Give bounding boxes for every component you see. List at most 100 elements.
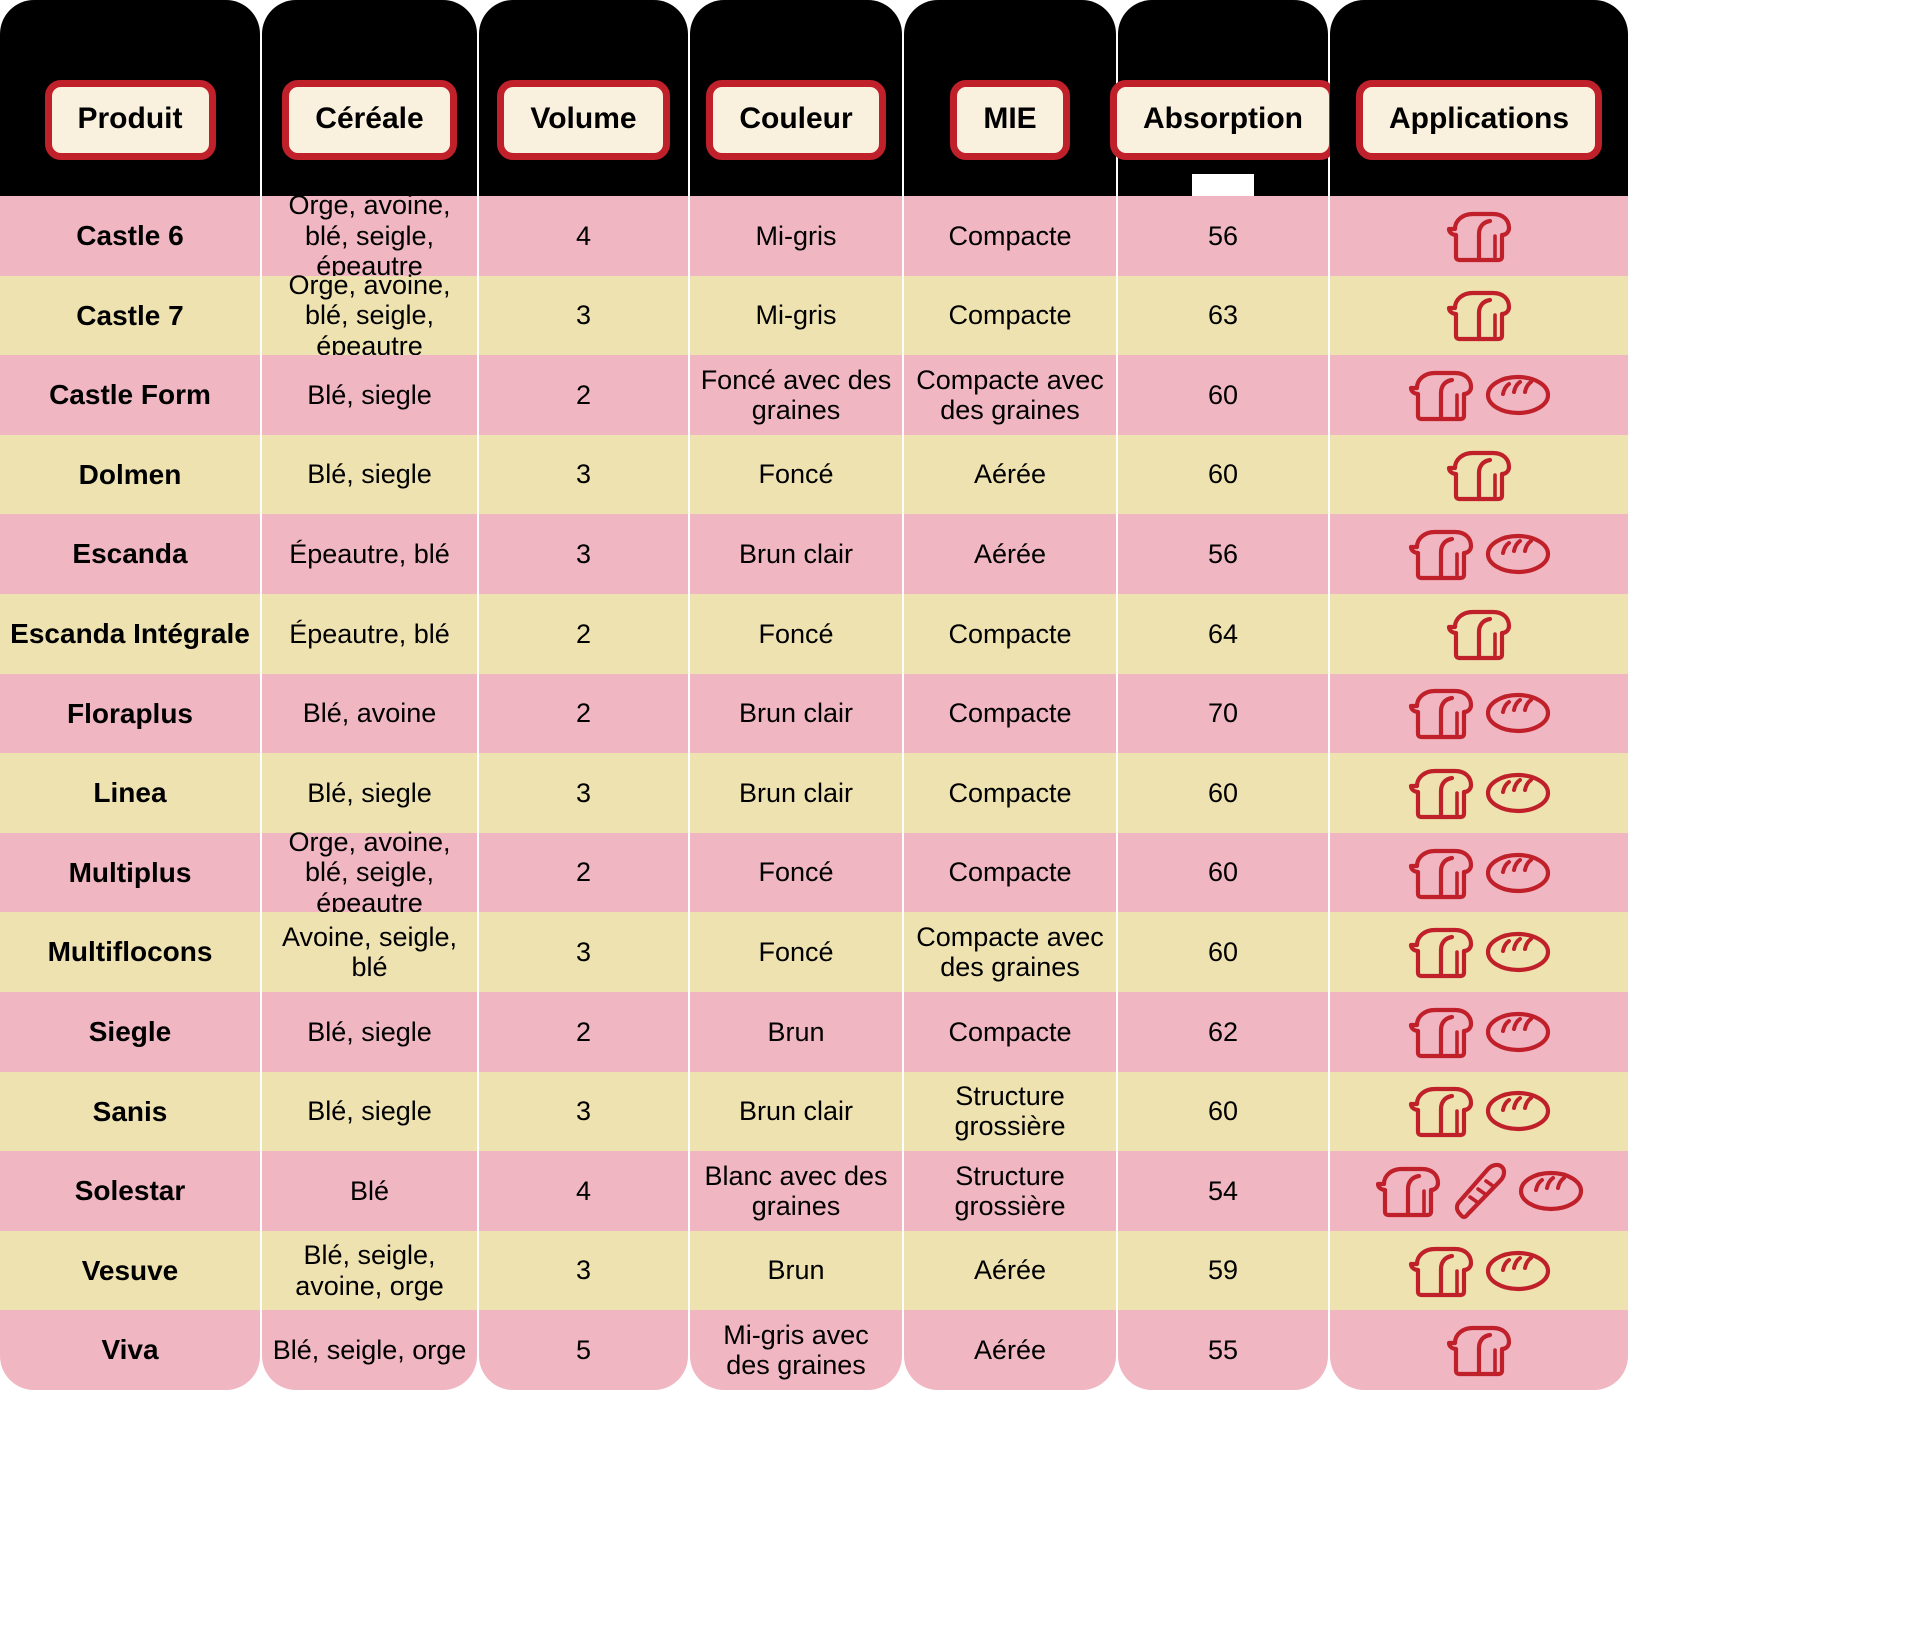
cell-applications — [1330, 1151, 1628, 1231]
cell-text-couleur: Foncé — [758, 857, 834, 888]
cell-mie: Compacte avec des graines — [904, 912, 1116, 992]
cell-text-mie: Compacte avec des graines — [916, 921, 1104, 983]
sliced-bread-loaf-icon — [1375, 1166, 1441, 1218]
cell-couleur: Brun clair — [690, 1071, 902, 1152]
cell-text-absorption: 62 — [1207, 1016, 1239, 1047]
cell-mie: Aérée — [904, 1310, 1116, 1390]
cell-cereale: Orge, avoine, blé, seigle, épeautre — [262, 270, 477, 361]
applications-icons — [1407, 1005, 1551, 1059]
cell-cereale: Orge, avoine, blé, seigle, épeautre — [262, 827, 477, 918]
cell-text-produit: Solestar — [74, 1175, 186, 1207]
cell-mie: Compacte — [904, 832, 1116, 913]
header-cell-mie[interactable]: MIE — [904, 0, 1116, 196]
cell-cereale: Blé, avoine — [262, 673, 477, 754]
applications-icons — [1407, 1084, 1551, 1138]
cell-applications — [1330, 355, 1628, 435]
header-cell-couleur[interactable]: Couleur — [690, 0, 902, 196]
cell-text-produit: Multiplus — [68, 856, 192, 888]
bottom-spacer — [0, 1634, 1920, 1638]
cell-text-absorption: 54 — [1207, 1175, 1239, 1206]
applications-icons — [1445, 1323, 1513, 1377]
sliced-bread-loaf-icon — [1446, 450, 1512, 501]
cell-text-couleur: Blanc avec des graines — [704, 1160, 888, 1221]
round-bread-loaf-icon — [1485, 1250, 1551, 1291]
cell-text-couleur: Mi-gris avec des graines — [723, 1319, 869, 1381]
cell-volume: 2 — [479, 355, 688, 435]
header-cell-applications[interactable]: Applications — [1330, 0, 1628, 196]
cell-couleur: Foncé — [690, 593, 902, 674]
cell-text-absorption: 60 — [1207, 1096, 1239, 1127]
cell-absorption: 62 — [1118, 991, 1328, 1072]
cell-text-couleur: Brun clair — [738, 777, 854, 808]
cell-text-cereale: Blé, seigle, orge — [272, 1334, 467, 1365]
cell-volume: 2 — [479, 832, 688, 913]
cell-text-produit: Vesuve — [81, 1254, 179, 1286]
cell-mie: Compacte — [904, 991, 1116, 1072]
cell-couleur: Foncé — [690, 912, 902, 992]
applications-icons — [1407, 846, 1551, 900]
cell-text-mie: Aérée — [973, 1255, 1047, 1286]
cell-volume: 2 — [479, 673, 688, 754]
cell-text-cereale: Orge, avoine, blé, seigle, épeautre — [288, 196, 451, 281]
cell-mie: Aérée — [904, 434, 1116, 515]
cell-produit: Floraplus — [0, 673, 260, 754]
applications-icons — [1407, 1244, 1551, 1298]
cell-volume: 3 — [479, 1230, 688, 1311]
header-cell-cereale[interactable]: Céréale — [262, 0, 477, 196]
cell-absorption: 70 — [1118, 673, 1328, 754]
cell-produit: Sanis — [0, 1071, 260, 1152]
cell-volume: 4 — [479, 1151, 688, 1231]
round-bread-loaf-icon — [1485, 374, 1551, 416]
cell-absorption: 60 — [1118, 753, 1328, 833]
header-cell-volume[interactable]: Volume — [479, 0, 688, 196]
cell-cereale: Blé, siegle — [262, 991, 477, 1072]
header-label-volume: Volume — [497, 80, 670, 160]
cell-text-produit: Castle 6 — [76, 220, 184, 252]
cell-text-cereale: Orge, avoine, blé, seigle, épeautre — [288, 270, 451, 361]
cell-couleur: Brun clair — [690, 753, 902, 833]
cell-applications — [1330, 434, 1628, 515]
cell-couleur: Blanc avec des graines — [690, 1151, 902, 1231]
cell-text-volume: 3 — [575, 1255, 592, 1286]
cell-text-produit: Escanda — [72, 538, 188, 570]
cell-text-produit: Siegle — [88, 1016, 172, 1048]
cell-volume: 3 — [479, 275, 688, 356]
header-cell-absorption[interactable]: Absorption — [1110, 0, 1336, 196]
cell-text-mie: Compacte — [948, 300, 1072, 331]
cell-produit: Escanda Intégrale — [0, 593, 260, 674]
cell-cereale: Blé, seigle, orge — [262, 1310, 477, 1390]
sliced-bread-loaf-icon — [1408, 848, 1474, 899]
cell-text-absorption: 64 — [1207, 618, 1239, 649]
applications-icons — [1407, 925, 1551, 979]
cell-text-couleur: Brun — [767, 1016, 825, 1047]
cell-text-mie: Aérée — [973, 539, 1047, 570]
cell-mie: Compacte avec des graines — [904, 355, 1116, 435]
cell-text-absorption: 55 — [1207, 1334, 1239, 1365]
round-bread-loaf-icon — [1485, 852, 1551, 893]
cell-text-volume: 3 — [575, 459, 592, 490]
header-cell-produit[interactable]: Produit — [0, 0, 260, 196]
cell-produit: Multiplus — [0, 832, 260, 913]
cell-produit: Siegle — [0, 991, 260, 1072]
cell-produit: Multiflocons — [0, 912, 260, 992]
cell-couleur: Foncé — [690, 434, 902, 515]
cell-couleur: Brun — [690, 1230, 902, 1311]
applications-icons — [1445, 607, 1513, 661]
cell-applications — [1330, 753, 1628, 833]
column-volume: 4 3 2 3 3 2 2 3 2 3 2 3 4 3 5 — [479, 196, 688, 1390]
cell-text-cereale: Blé, siegle — [307, 777, 432, 808]
cell-applications — [1330, 514, 1628, 594]
sliced-bread-loaf-icon — [1408, 689, 1474, 740]
column-cereale: Orge, avoine, blé, seigle, épeautre Orge,… — [262, 196, 477, 1390]
cell-text-mie: Compacte — [948, 777, 1072, 808]
cell-mie: Compacte — [904, 753, 1116, 833]
cell-text-cereale: Épeautre, blé — [289, 539, 450, 570]
applications-icons — [1407, 368, 1551, 422]
cell-text-couleur: Foncé avec des graines — [700, 364, 892, 425]
cell-cereale: Orge, avoine, blé, seigle, épeautre — [262, 196, 477, 281]
column-produit: Castle 6 Castle 7 Castle Form Dolmen Escanda… — [0, 196, 260, 1390]
column-absorption: 56 63 60 60 56 64 70 60 60 60 62 60 54 59 55 — [1118, 196, 1328, 1390]
round-bread-loaf-icon — [1485, 693, 1551, 734]
cell-volume: 4 — [479, 196, 688, 276]
round-bread-loaf-icon — [1485, 1091, 1551, 1132]
